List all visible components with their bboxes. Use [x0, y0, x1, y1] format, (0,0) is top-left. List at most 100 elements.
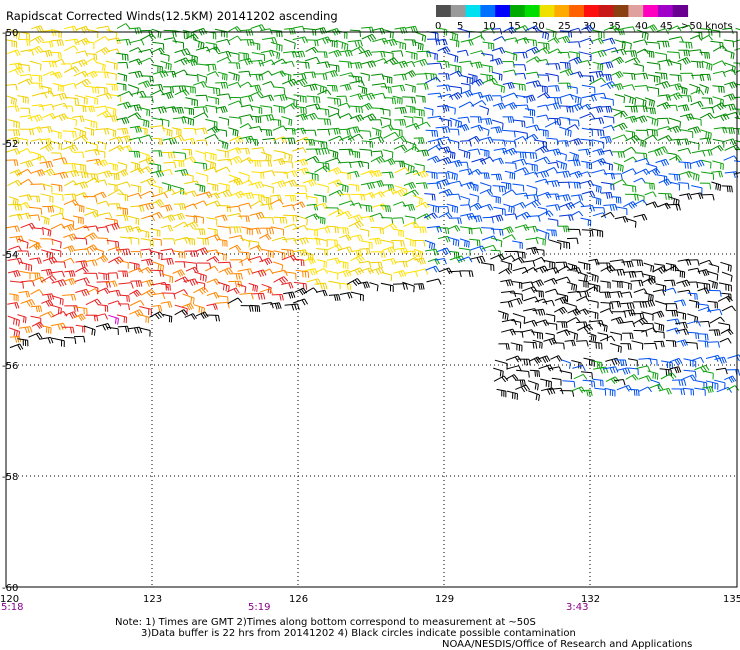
- wind-barb: [712, 45, 728, 52]
- wind-barb: [675, 269, 686, 279]
- wind-barb: [303, 251, 314, 261]
- wind-barb: [28, 214, 41, 221]
- wind-barb: [559, 370, 572, 380]
- wind-barb: [459, 60, 473, 68]
- wind-barb: [490, 28, 503, 35]
- wind-barb: [97, 170, 113, 178]
- wind-barb: [708, 329, 721, 337]
- wind-barb: [7, 129, 21, 136]
- wind-barb: [393, 144, 408, 152]
- wind-barb: [324, 70, 338, 78]
- wind-barb: [611, 134, 628, 141]
- wind-barb: [27, 114, 43, 123]
- wind-barb: [382, 75, 393, 84]
- wind-barb: [314, 165, 330, 173]
- wind-barb: [468, 135, 481, 143]
- wind-barb: [543, 277, 558, 285]
- wind-barb: [218, 182, 230, 192]
- wind-barb: [83, 272, 99, 280]
- wind-barb: [493, 206, 506, 216]
- wind-barb: [492, 102, 506, 110]
- wind-barb: [446, 193, 461, 201]
- wind-barb: [336, 182, 349, 193]
- wind-barb: [272, 269, 288, 277]
- wind-barb: [513, 51, 528, 59]
- wind-barb: [652, 289, 666, 296]
- wind-barb: [95, 71, 109, 79]
- wind-barb: [413, 108, 425, 117]
- lat-tick-label: -56: [2, 361, 18, 372]
- wind-barb: [73, 335, 86, 343]
- wind-barb: [526, 246, 539, 255]
- wind-barb: [459, 270, 474, 277]
- wind-barb: [30, 276, 47, 284]
- wind-barb: [239, 257, 252, 264]
- wind-barb: [512, 240, 523, 249]
- plot-frame: [5, 31, 738, 588]
- wind-barb: [359, 92, 376, 101]
- wind-barb: [292, 50, 306, 58]
- wind-barb: [516, 369, 530, 378]
- wind-barb: [293, 258, 305, 267]
- wind-barb: [127, 112, 142, 119]
- wind-barb: [141, 279, 155, 287]
- wind-barb: [403, 115, 414, 124]
- wind-barb: [184, 250, 199, 258]
- wind-barb: [446, 170, 458, 181]
- wind-barb: [513, 135, 527, 142]
- wind-barb: [491, 173, 503, 181]
- wind-barb: [642, 299, 656, 307]
- wind-barb: [359, 204, 373, 213]
- wind-barb: [261, 196, 272, 205]
- wind-barb: [73, 70, 89, 78]
- wind-barb: [609, 259, 626, 266]
- wind-barb: [394, 26, 408, 34]
- wind-barb: [259, 288, 274, 295]
- wind-barb: [380, 86, 392, 94]
- wind-barb: [592, 378, 604, 387]
- wind-barb: [18, 38, 31, 46]
- wind-barb: [63, 337, 77, 344]
- wind-barb: [515, 379, 526, 387]
- wind-barb: [449, 64, 462, 73]
- lon-tick-label: 123: [143, 594, 162, 605]
- wind-barb: [703, 370, 714, 380]
- wind-barb: [427, 182, 442, 190]
- wind-barb: [349, 80, 365, 87]
- wind-barb: [326, 270, 339, 280]
- wind-barb: [140, 248, 153, 256]
- legend-swatch: [436, 5, 452, 17]
- wind-barb: [295, 113, 309, 121]
- wind-barb: [217, 71, 228, 81]
- wind-barb: [151, 184, 163, 194]
- note-line-2: 3)Data buffer is 22 hrs from 20141202 4)…: [141, 628, 576, 639]
- wind-barb: [603, 115, 615, 124]
- wind-barb: [152, 41, 165, 50]
- wind-barb: [690, 89, 705, 96]
- wind-barb: [95, 179, 108, 186]
- wind-barb: [262, 81, 275, 88]
- wind-barb: [294, 185, 307, 193]
- wind-barb: [589, 77, 606, 85]
- lon-tick-label: 132: [581, 594, 600, 605]
- wind-barb: [566, 281, 578, 292]
- wind-barb: [698, 306, 712, 313]
- wind-barb: [96, 86, 108, 95]
- wind-barb: [369, 237, 382, 245]
- wind-barb: [20, 299, 36, 307]
- wind-barb: [724, 144, 740, 152]
- wind-barb: [84, 118, 98, 129]
- wind-barb: [248, 181, 265, 189]
- wind-barb: [632, 270, 644, 278]
- wind-barb: [140, 29, 154, 37]
- wind-barb: [601, 181, 615, 191]
- wind-barb: [543, 337, 558, 346]
- wind-barb: [261, 151, 272, 162]
- wind-barb: [438, 267, 453, 275]
- wind-barb: [687, 126, 701, 134]
- wind-barb: [20, 280, 35, 287]
- wind-barb: [435, 258, 447, 265]
- wind-barb: [75, 37, 90, 46]
- wind-barb: [151, 28, 162, 39]
- wind-barb: [30, 183, 46, 191]
